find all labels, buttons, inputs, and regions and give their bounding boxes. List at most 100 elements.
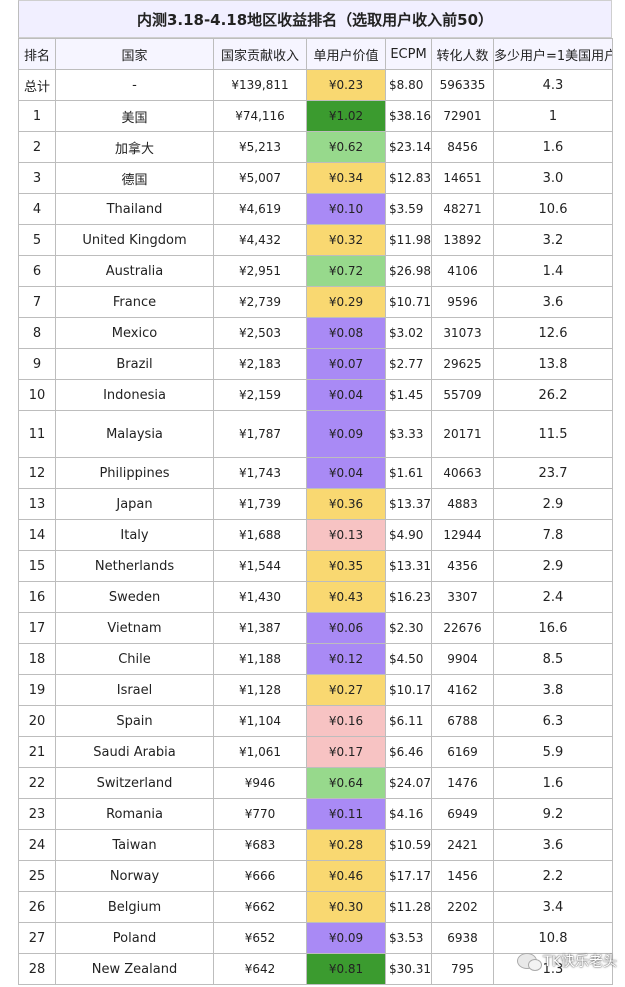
cell-conversions: 40663 xyxy=(431,457,494,489)
cell-revenue: ¥1,688 xyxy=(213,519,307,551)
cell-conversions: 1456 xyxy=(431,860,494,892)
cell-us-ratio: 2.4 xyxy=(493,581,613,613)
cell-user-value: ¥0.35 xyxy=(306,550,386,582)
cell-revenue: ¥4,432 xyxy=(213,224,307,256)
table-row: 27 Poland ¥652 ¥0.09 $3.53 6938 10.8 xyxy=(18,922,613,954)
cell-revenue: ¥4,619 xyxy=(213,193,307,225)
cell-us-ratio: 9.2 xyxy=(493,798,613,830)
cell-ecpm: $3.59 xyxy=(385,193,432,225)
cell-country: Brazil xyxy=(55,348,214,380)
table-row: 6 Australia ¥2,951 ¥0.72 $26.98 4106 1.4 xyxy=(18,255,613,287)
cell-us-ratio: 3.8 xyxy=(493,674,613,706)
cell-rank: 5 xyxy=(18,224,56,256)
cell-conversions: 22676 xyxy=(431,612,494,644)
cell-ecpm: $4.90 xyxy=(385,519,432,551)
cell-rank: 28 xyxy=(18,953,56,985)
cell-conversions: 4162 xyxy=(431,674,494,706)
cell-us-ratio: 6.3 xyxy=(493,705,613,737)
cell-revenue: ¥2,951 xyxy=(213,255,307,287)
cell-ecpm: $11.28 xyxy=(385,891,432,923)
cell-us-ratio: 8.5 xyxy=(493,643,613,675)
cell-conversions: 9596 xyxy=(431,286,494,318)
cell-country: Belgium xyxy=(55,891,214,923)
cell-user-value: ¥0.29 xyxy=(306,286,386,318)
cell-revenue: ¥662 xyxy=(213,891,307,923)
cell-rank: 6 xyxy=(18,255,56,287)
cell-rank: 1 xyxy=(18,100,56,132)
cell-conversions: 6938 xyxy=(431,922,494,954)
cell-revenue: ¥74,116 xyxy=(213,100,307,132)
cell-us-ratio: 1.4 xyxy=(493,255,613,287)
table-row: 5 United Kingdom ¥4,432 ¥0.32 $11.98 13892 3.2 xyxy=(18,224,613,256)
table-row: 13 Japan ¥1,739 ¥0.36 $13.37 4883 2.9 xyxy=(18,488,613,520)
cell-ecpm: $10.17 xyxy=(385,674,432,706)
cell-user-value: ¥0.64 xyxy=(306,767,386,799)
cell-rank: 14 xyxy=(18,519,56,551)
cell-user-value: ¥0.04 xyxy=(306,379,386,411)
cell-us-ratio: 4.3 xyxy=(493,69,613,101)
cell-country: Vietnam xyxy=(55,612,214,644)
cell-country: Japan xyxy=(55,488,214,520)
cell-country: Malaysia xyxy=(55,410,214,458)
cell-country: - xyxy=(55,69,214,101)
cell-country: New Zealand xyxy=(55,953,214,985)
cell-country: Philippines xyxy=(55,457,214,489)
cell-conversions: 8456 xyxy=(431,131,494,163)
cell-revenue: ¥770 xyxy=(213,798,307,830)
table-row: 18 Chile ¥1,188 ¥0.12 $4.50 9904 8.5 xyxy=(18,643,613,675)
header-country: 国家 xyxy=(55,38,214,70)
header-ecpm: ECPM xyxy=(385,38,432,70)
cell-country: Saudi Arabia xyxy=(55,736,214,768)
cell-rank: 16 xyxy=(18,581,56,613)
cell-ecpm: $3.02 xyxy=(385,317,432,349)
cell-rank: 23 xyxy=(18,798,56,830)
cell-us-ratio: 3.6 xyxy=(493,286,613,318)
cell-us-ratio: 1.6 xyxy=(493,767,613,799)
cell-rank: 10 xyxy=(18,379,56,411)
cell-rank: 总计 xyxy=(18,69,56,101)
cell-user-value: ¥0.34 xyxy=(306,162,386,194)
cell-ecpm: $1.45 xyxy=(385,379,432,411)
cell-conversions: 29625 xyxy=(431,348,494,380)
cell-us-ratio: 26.2 xyxy=(493,379,613,411)
cell-us-ratio: 16.6 xyxy=(493,612,613,644)
cell-conversions: 72901 xyxy=(431,100,494,132)
cell-rank: 2 xyxy=(18,131,56,163)
cell-revenue: ¥1,061 xyxy=(213,736,307,768)
table-row: 23 Romania ¥770 ¥0.11 $4.16 6949 9.2 xyxy=(18,798,613,830)
cell-ecpm: $8.80 xyxy=(385,69,432,101)
header-user-value: 单用户价值 xyxy=(306,38,386,70)
table-row: 19 Israel ¥1,128 ¥0.27 $10.17 4162 3.8 xyxy=(18,674,613,706)
cell-user-value: ¥0.28 xyxy=(306,829,386,861)
table-body: 总计 - ¥139,811 ¥0.23 $8.80 596335 4.3 1 美国 ¥74,116… xyxy=(18,69,613,985)
cell-country: Sweden xyxy=(55,581,214,613)
cell-revenue: ¥1,430 xyxy=(213,581,307,613)
table-row: 16 Sweden ¥1,430 ¥0.43 $16.23 3307 2.4 xyxy=(18,581,613,613)
cell-user-value: ¥0.11 xyxy=(306,798,386,830)
cell-rank: 25 xyxy=(18,860,56,892)
cell-country: Israel xyxy=(55,674,214,706)
cell-revenue: ¥5,007 xyxy=(213,162,307,194)
cell-ecpm: $6.11 xyxy=(385,705,432,737)
revenue-ranking-table: 排名 国家 国家贡献收入 单用户价值 ECPM 转化人数 多少用户=1美国用户 … xyxy=(18,38,613,985)
table-row: 25 Norway ¥666 ¥0.46 $17.17 1456 2.2 xyxy=(18,860,613,892)
table-row: 22 Switzerland ¥946 ¥0.64 $24.07 1476 1.6 xyxy=(18,767,613,799)
cell-conversions: 2421 xyxy=(431,829,494,861)
cell-ecpm: $1.61 xyxy=(385,457,432,489)
cell-country: Australia xyxy=(55,255,214,287)
cell-country: Spain xyxy=(55,705,214,737)
cell-country: Indonesia xyxy=(55,379,214,411)
cell-country: United Kingdom xyxy=(55,224,214,256)
cell-us-ratio: 10.6 xyxy=(493,193,613,225)
cell-conversions: 55709 xyxy=(431,379,494,411)
cell-revenue: ¥1,104 xyxy=(213,705,307,737)
cell-ecpm: $38.16 xyxy=(385,100,432,132)
header-conversions: 转化人数 xyxy=(431,38,494,70)
cell-conversions: 6949 xyxy=(431,798,494,830)
cell-ecpm: $11.98 xyxy=(385,224,432,256)
table-row: 21 Saudi Arabia ¥1,061 ¥0.17 $6.46 6169 5.9 xyxy=(18,736,613,768)
cell-ecpm: $4.50 xyxy=(385,643,432,675)
cell-rank: 21 xyxy=(18,736,56,768)
cell-ecpm: $30.31 xyxy=(385,953,432,985)
cell-rank: 13 xyxy=(18,488,56,520)
